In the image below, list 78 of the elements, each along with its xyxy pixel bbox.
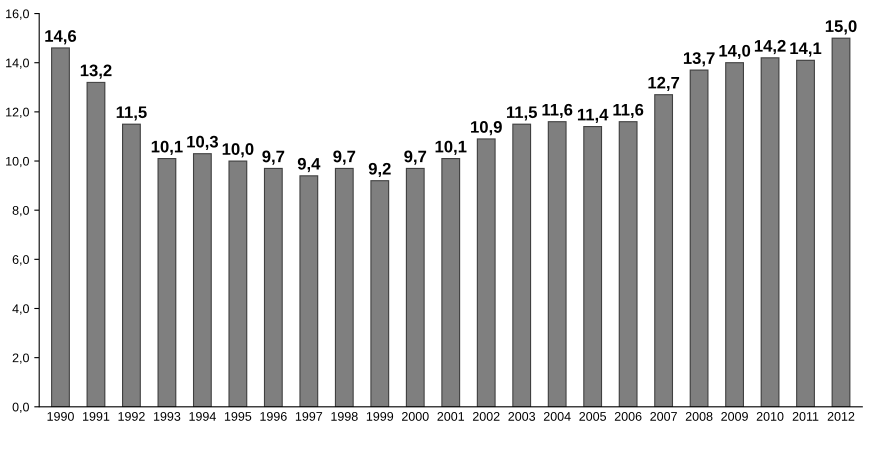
x-tick-label: 2011 (792, 412, 818, 421)
x-tick-label: 2004 (544, 412, 571, 421)
data-label: 9,7 (404, 150, 426, 165)
data-label: 9,4 (298, 158, 320, 172)
data-label: 11,6 (613, 104, 644, 118)
bar (583, 126, 602, 407)
data-label: 11,4 (578, 108, 608, 123)
x-tick-label: 1997 (296, 412, 322, 421)
x-tick-label: 2007 (650, 412, 677, 421)
data-label: 9,2 (368, 162, 391, 178)
data-label: 9,7 (333, 150, 356, 165)
x-tick-label: 1993 (154, 412, 180, 421)
data-label: 14,2 (754, 40, 786, 54)
data-label: 10,9 (471, 121, 502, 136)
y-tick-label: 2,0 (12, 353, 29, 364)
bar (725, 62, 744, 407)
x-tick-label: 1992 (118, 412, 145, 421)
x-tick-label: 2003 (508, 412, 536, 421)
data-label: 9,7 (262, 150, 284, 165)
x-tick-label: 1995 (224, 412, 252, 421)
y-tick-label: 12,0 (6, 108, 29, 118)
bar (157, 158, 176, 407)
data-label: 10,3 (187, 136, 218, 150)
y-tick-label: 6,0 (12, 255, 29, 266)
data-label: 10,1 (152, 140, 183, 155)
x-tick-label: 2000 (402, 412, 429, 421)
bar (370, 180, 390, 407)
y-tick-label: 8,0 (12, 206, 29, 216)
x-tick-label: 2010 (756, 412, 784, 421)
data-label: 14,6 (45, 30, 76, 44)
bar (654, 94, 674, 407)
bar (406, 168, 425, 407)
x-tick-label: 1991 (83, 412, 110, 421)
bar (51, 47, 70, 407)
x-tick-label: 1994 (189, 412, 216, 421)
bar (441, 158, 460, 407)
data-label: 14,1 (790, 42, 822, 57)
bar (334, 168, 354, 407)
bar (86, 82, 106, 407)
x-tick-label: 2012 (828, 412, 854, 421)
data-label: 11,5 (506, 106, 537, 121)
x-tick-label: 2006 (614, 412, 642, 421)
x-tick-label: 1999 (366, 412, 394, 421)
data-label: 11,5 (116, 106, 147, 121)
data-label: 12,7 (648, 76, 680, 92)
bar (192, 153, 212, 407)
bar (476, 138, 496, 407)
x-tick-label: 2008 (686, 412, 712, 421)
y-tick-label: 14,0 (6, 58, 29, 69)
x-tick-label: 2009 (721, 412, 748, 421)
data-label: 10,0 (222, 143, 254, 158)
y-tick-label: 10,0 (6, 156, 29, 168)
bar (299, 175, 318, 407)
x-tick-label: 1990 (48, 412, 74, 421)
bar (228, 160, 248, 407)
bar (760, 57, 780, 407)
bar (122, 124, 141, 407)
x-tick-label: 1996 (260, 412, 287, 421)
data-label: 15,0 (826, 20, 857, 34)
bar (548, 121, 567, 407)
x-tick-label: 2005 (579, 412, 606, 421)
data-label: 10,1 (436, 140, 466, 155)
data-label: 13,7 (684, 52, 715, 66)
y-tick-label: 0,0 (12, 402, 29, 413)
bar (832, 38, 850, 407)
bar (618, 121, 638, 407)
data-label: 14,0 (719, 44, 750, 60)
bar (796, 60, 815, 407)
bar (264, 168, 283, 407)
data-label: 11,6 (542, 104, 572, 118)
x-tick-label: 2002 (472, 412, 500, 421)
bar (512, 124, 532, 407)
x-tick-label: 1998 (331, 412, 358, 421)
y-tick-label: 16,0 (6, 9, 29, 20)
bar (690, 70, 709, 407)
y-tick-label: 4,0 (12, 304, 29, 315)
data-label: 13,2 (80, 64, 112, 79)
x-tick-label: 2001 (437, 412, 464, 421)
